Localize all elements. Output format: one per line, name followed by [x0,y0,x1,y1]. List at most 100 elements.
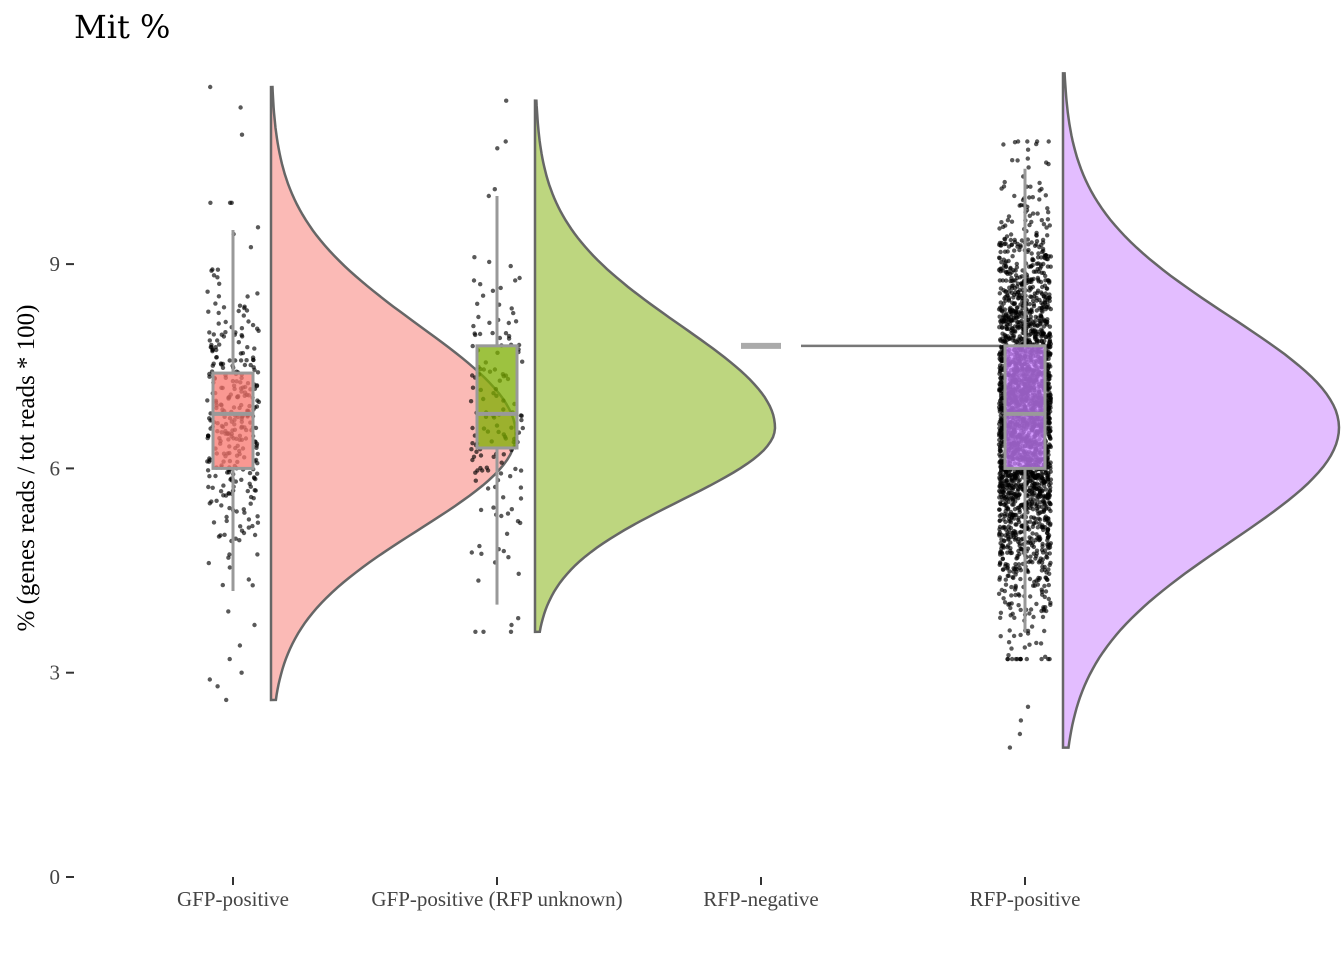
data-point [997,575,1003,580]
data-point [237,303,243,308]
data-point [1011,481,1017,486]
data-point [501,452,506,457]
data-point [1018,546,1023,551]
x-tick-label: GFP-positive (RFP unknown) [371,887,622,911]
data-point [1040,525,1046,530]
data-point [475,301,480,306]
data-point [1011,633,1017,639]
data-point [238,351,244,356]
data-point [1032,520,1037,525]
data-point [1016,603,1021,608]
data-point [519,417,524,423]
data-point [1048,425,1053,430]
outlier-point [238,105,243,110]
data-point [214,347,219,353]
data-point [1045,474,1051,479]
data-point [1040,614,1046,620]
data-point [1036,261,1041,266]
data-point [221,305,227,310]
data-point [1011,268,1016,273]
data-point [1027,222,1032,228]
outlier-point [208,84,213,90]
data-point [1006,573,1011,578]
data-point [1043,334,1048,340]
data-point [248,245,254,250]
data-point [1044,506,1049,511]
data-point [1047,338,1053,343]
data-point [1004,269,1009,275]
data-point [477,331,483,337]
data-point [1000,556,1005,561]
data-point [1018,244,1023,249]
y-tick-label: 6 [50,456,61,480]
data-point [999,220,1004,225]
data-point [997,488,1002,494]
data-point [1034,340,1040,345]
data-point [254,445,259,450]
data-point [470,373,475,378]
x-tick-label: RFP-negative [703,887,819,911]
data-point [1017,292,1023,298]
data-point [998,552,1003,557]
data-point [1047,324,1053,329]
data-point [1016,515,1021,521]
data-point [1027,195,1032,200]
data-point [1045,297,1050,303]
data-point [1027,311,1033,316]
data-point [241,507,246,512]
data-point [505,511,511,516]
data-point [1038,500,1043,505]
data-point [1048,436,1053,441]
outlier-point [495,146,500,151]
data-point [1013,499,1018,504]
data-point [1037,197,1042,202]
data-point [497,335,503,341]
data-point [1009,317,1015,323]
data-point [998,610,1004,615]
data-point [479,551,484,556]
data-point [1025,156,1031,161]
data-point [1038,641,1044,646]
data-point [1009,478,1014,483]
data-point [504,531,510,536]
data-point [1017,477,1022,483]
data-point [1003,223,1008,228]
data-point [1006,214,1012,219]
data-point [250,322,256,328]
data-point [1036,516,1041,521]
data-point [1037,244,1042,250]
data-point [1029,307,1034,312]
data-point [1035,275,1041,281]
outlier-point [503,139,508,144]
data-point [1045,407,1051,412]
data-point [1039,218,1045,223]
data-point [1008,525,1014,531]
data-point [1005,249,1010,254]
data-point [520,425,525,431]
data-point [240,334,245,339]
data-point [1037,266,1043,271]
data-point [1007,271,1013,276]
data-point [1045,577,1050,582]
data-point [252,346,257,351]
data-point [1027,491,1032,497]
data-point [1027,213,1033,218]
data-point [1039,547,1045,553]
data-point [216,310,221,316]
data-point [245,294,250,299]
outlier-point [508,629,514,634]
data-point [476,314,481,320]
data-point [220,365,226,370]
data-point [1034,553,1039,559]
data-point [1034,532,1039,537]
data-point [1009,593,1014,598]
data-point [1035,211,1040,216]
data-point [1046,419,1051,424]
data-point [471,454,477,459]
data-point [1031,614,1036,620]
data-point [475,468,480,473]
data-point [1046,356,1051,361]
data-point [997,256,1002,261]
data-point [1047,223,1053,228]
